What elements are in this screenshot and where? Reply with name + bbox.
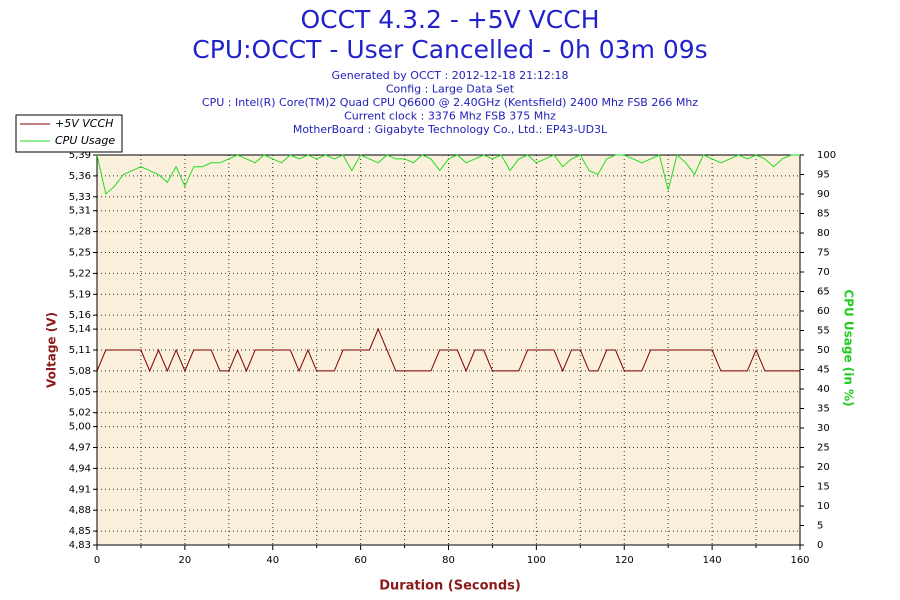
y-tick-label: 5,33 [69,192,91,203]
y-axis-label: Voltage (V) [45,312,59,388]
x-tick-label: 60 [354,555,367,566]
plot-border [96,154,801,546]
y2-tick-label: 35 [817,404,830,415]
x-tick-label: 0 [94,555,100,566]
info-line: Config : Large Data Set [386,83,515,96]
chart-title: OCCT 4.3.2 - +5V VCCH [300,5,599,34]
y2-tick-label: 65 [817,287,830,298]
y-tick-label: 5,36 [69,171,91,182]
x-tick-label: 80 [442,555,455,566]
y-tick-label: 5,05 [69,387,91,398]
y-tick-label: 5,14 [69,324,91,335]
chart-subtitle: CPU:OCCT - User Cancelled - 0h 03m 09s [192,35,707,64]
y2-tick-label: 60 [817,306,830,317]
y-tick-label: 5,39 [69,150,91,161]
y2-tick-label: 70 [817,267,830,278]
y-tick-label: 5,08 [69,366,91,377]
y-tick-label: 5,31 [69,206,91,217]
y2-tick-label: 75 [817,248,830,259]
y2-tick-label: 0 [817,540,823,551]
x-tick-label: 160 [790,555,809,566]
info-line: Generated by OCCT : 2012-12-18 21:12:18 [331,69,568,82]
y2-tick-label: 80 [817,228,830,239]
info-line: CPU : Intel(R) Core(TM)2 Quad CPU Q6600 … [202,96,698,109]
info-line: Current clock : 3376 Mhz FSB 375 Mhz [344,110,556,123]
y2-axis-label: CPU Usage (in %) [842,289,856,406]
y-tick-label: 4,88 [69,505,91,516]
legend-label: CPU Usage [55,134,115,147]
x-tick-label: 100 [527,555,546,566]
y2-tick-label: 100 [817,150,836,161]
y-tick-label: 5,00 [69,422,91,433]
series-line [96,154,800,195]
x-tick-label: 20 [179,555,192,566]
y2-tick-label: 10 [817,501,830,512]
y-tick-label: 5,25 [69,248,91,259]
y2-tick-label: 5 [817,521,823,532]
y2-tick-label: 40 [817,384,830,395]
y-tick-label: 5,19 [69,289,91,300]
y2-tick-label: 95 [817,170,830,181]
y-tick-label: 4,91 [69,484,91,495]
series-line [96,327,800,373]
y-tick-label: 4,97 [69,443,91,454]
y-tick-label: 4,83 [69,540,91,551]
x-axis-label: Duration (Seconds) [379,579,521,594]
y-tick-label: 4,94 [69,463,91,474]
y-tick-label: 4,85 [69,526,91,537]
y-tick-label: 5,11 [69,345,91,356]
x-tick-label: 140 [703,555,722,566]
info-line: MotherBoard : Gigabyte Technology Co., L… [293,123,608,136]
x-tick-label: 120 [615,555,634,566]
y2-tick-label: 45 [817,365,830,376]
y2-tick-label: 20 [817,462,830,473]
y-tick-label: 5,16 [69,310,91,321]
y2-tick-label: 15 [817,482,830,493]
x-tick-label: 40 [266,555,279,566]
y2-tick-label: 50 [817,345,830,356]
y2-tick-label: 30 [817,423,830,434]
y2-tick-label: 85 [817,209,830,220]
y-tick-label: 5,22 [69,268,91,279]
y2-tick-label: 25 [817,443,830,454]
y-tick-label: 5,28 [69,227,91,238]
legend-box [15,114,123,153]
y2-tick-label: 90 [817,189,830,200]
legend-label: +5V VCCH [55,117,113,130]
y2-tick-label: 55 [817,326,830,337]
y-tick-label: 5,02 [69,408,91,419]
